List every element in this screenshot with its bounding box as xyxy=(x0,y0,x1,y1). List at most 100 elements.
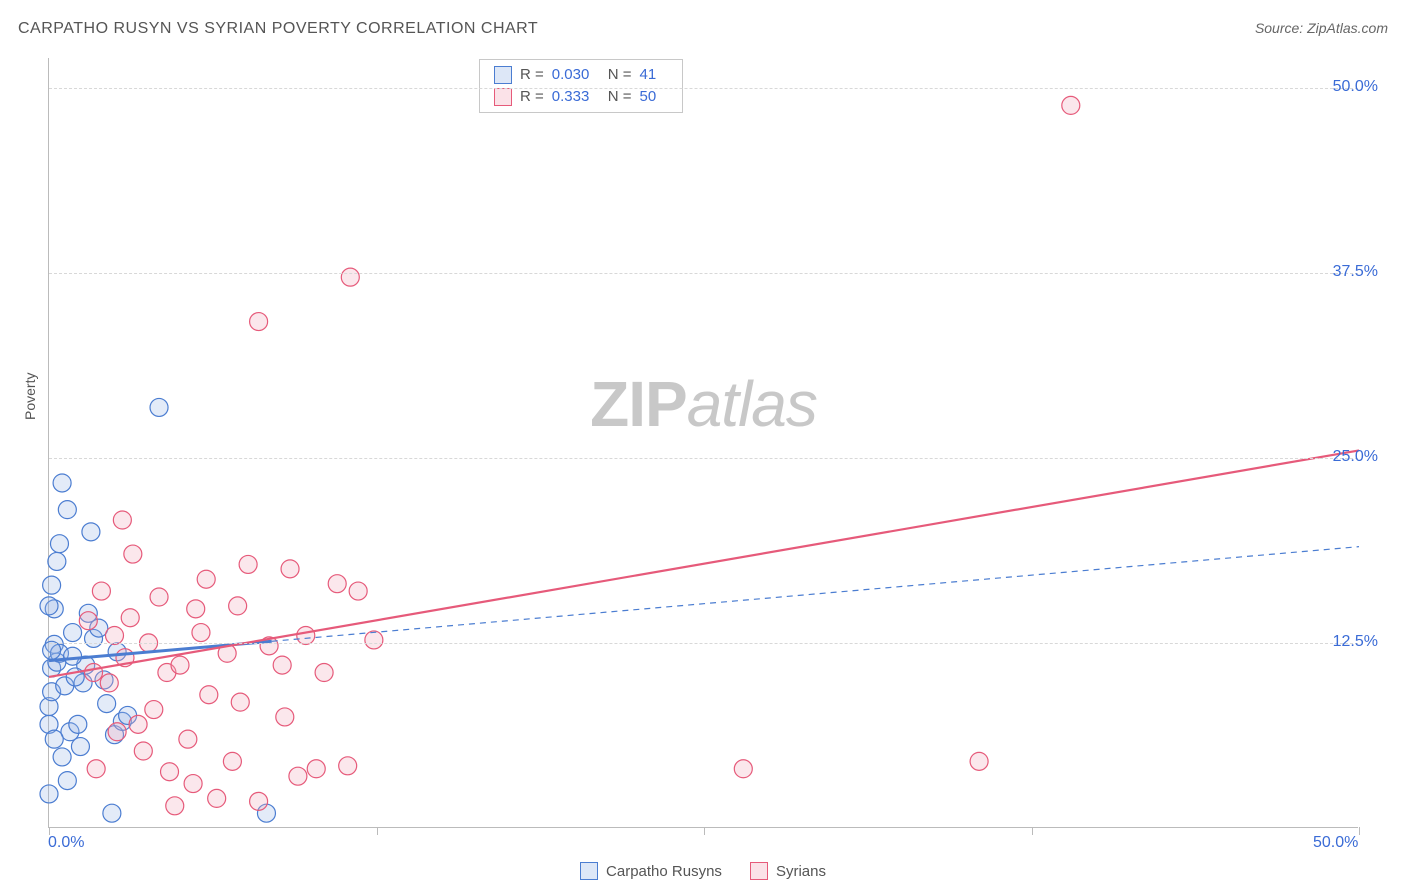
scatter-point xyxy=(87,760,105,778)
scatter-point xyxy=(307,760,325,778)
scatter-point xyxy=(289,767,307,785)
scatter-point xyxy=(100,674,118,692)
scatter-point xyxy=(85,664,103,682)
y-tick-label: 50.0% xyxy=(1333,78,1378,96)
scatter-point xyxy=(40,785,58,803)
scatter-point xyxy=(192,624,210,642)
scatter-point xyxy=(79,612,97,630)
scatter-point xyxy=(121,609,139,627)
legend-swatch xyxy=(750,862,768,880)
scatter-point xyxy=(69,715,87,733)
scatter-point xyxy=(339,757,357,775)
chart-title: CARPATHO RUSYN VS SYRIAN POVERTY CORRELA… xyxy=(18,20,538,38)
scatter-point xyxy=(250,313,268,331)
x-tick xyxy=(1359,827,1360,835)
n-value: 41 xyxy=(640,64,668,86)
scatter-point xyxy=(82,523,100,541)
r-label: R = xyxy=(520,64,544,86)
scatter-point xyxy=(1062,96,1080,114)
scatter-point xyxy=(171,656,189,674)
legend-swatch xyxy=(494,66,512,84)
scatter-point xyxy=(349,582,367,600)
scatter-point xyxy=(150,588,168,606)
scatter-point xyxy=(145,701,163,719)
scatter-point xyxy=(239,555,257,573)
scatter-point xyxy=(161,763,179,781)
scatter-point xyxy=(106,627,124,645)
scatter-point xyxy=(250,792,268,810)
n-value: 50 xyxy=(640,86,668,108)
stats-legend-box: R = 0.030 N = 41 R = 0.333 N = 50 xyxy=(479,59,683,113)
y-tick-label: 37.5% xyxy=(1333,263,1378,281)
scatter-point xyxy=(58,772,76,790)
plot-area: ZIPatlas R =0.030N =41R =0.333N =50 xyxy=(48,58,1358,828)
y-tick-label: 12.5% xyxy=(1333,633,1378,651)
scatter-point xyxy=(45,730,63,748)
scatter-point xyxy=(184,775,202,793)
stats-row: R = 0.030 N = 41 xyxy=(494,64,668,86)
stats-row: R = 0.333 N = 50 xyxy=(494,86,668,108)
scatter-point xyxy=(92,582,110,600)
scatter-point xyxy=(129,715,147,733)
scatter-point xyxy=(108,723,126,741)
scatter-point xyxy=(273,656,291,674)
legend-item: Syrians xyxy=(750,862,826,880)
legend-item: Carpatho Rusyns xyxy=(580,862,722,880)
scatter-point xyxy=(970,752,988,770)
r-label: R = xyxy=(520,86,544,108)
x-tick xyxy=(377,827,378,835)
scatter-point xyxy=(297,627,315,645)
scatter-point xyxy=(53,474,71,492)
r-value: 0.030 xyxy=(552,64,600,86)
scatter-point xyxy=(187,600,205,618)
scatter-point xyxy=(150,398,168,416)
n-label: N = xyxy=(608,86,632,108)
gridline-h xyxy=(49,458,1358,459)
r-value: 0.333 xyxy=(552,86,600,108)
scatter-point xyxy=(341,268,359,286)
scatter-point xyxy=(50,535,68,553)
scatter-point xyxy=(98,695,116,713)
scatter-point xyxy=(315,664,333,682)
x-tick xyxy=(704,827,705,835)
legend-swatch xyxy=(580,862,598,880)
scatter-point xyxy=(53,748,71,766)
legend-swatch xyxy=(494,88,512,106)
x-tick-label: 50.0% xyxy=(1313,834,1358,852)
plot-svg xyxy=(49,58,1358,827)
scatter-point xyxy=(208,789,226,807)
scatter-point xyxy=(197,570,215,588)
scatter-point xyxy=(734,760,752,778)
gridline-h xyxy=(49,643,1358,644)
scatter-point xyxy=(124,545,142,563)
legend-label: Carpatho Rusyns xyxy=(606,863,722,880)
scatter-point xyxy=(43,641,61,659)
trend-line-extrapolated xyxy=(272,547,1359,642)
scatter-point xyxy=(113,511,131,529)
scatter-point xyxy=(166,797,184,815)
scatter-point xyxy=(43,576,61,594)
scatter-point xyxy=(281,560,299,578)
gridline-h xyxy=(49,273,1358,274)
scatter-point xyxy=(229,597,247,615)
correlation-chart: CARPATHO RUSYN VS SYRIAN POVERTY CORRELA… xyxy=(0,0,1406,892)
scatter-point xyxy=(200,686,218,704)
scatter-point xyxy=(64,624,82,642)
y-tick-label: 25.0% xyxy=(1333,448,1378,466)
scatter-point xyxy=(134,742,152,760)
scatter-point xyxy=(231,693,249,711)
scatter-point xyxy=(48,552,66,570)
x-tick xyxy=(1032,827,1033,835)
gridline-h xyxy=(49,88,1358,89)
legend-label: Syrians xyxy=(776,863,826,880)
y-axis-label: Poverty xyxy=(22,373,38,420)
n-label: N = xyxy=(608,64,632,86)
scatter-point xyxy=(276,708,294,726)
series-legend: Carpatho Rusyns Syrians xyxy=(0,862,1406,884)
scatter-point xyxy=(365,631,383,649)
scatter-point xyxy=(71,738,89,756)
scatter-point xyxy=(58,501,76,519)
scatter-point xyxy=(328,575,346,593)
scatter-point xyxy=(223,752,241,770)
x-tick-label: 0.0% xyxy=(48,834,84,852)
